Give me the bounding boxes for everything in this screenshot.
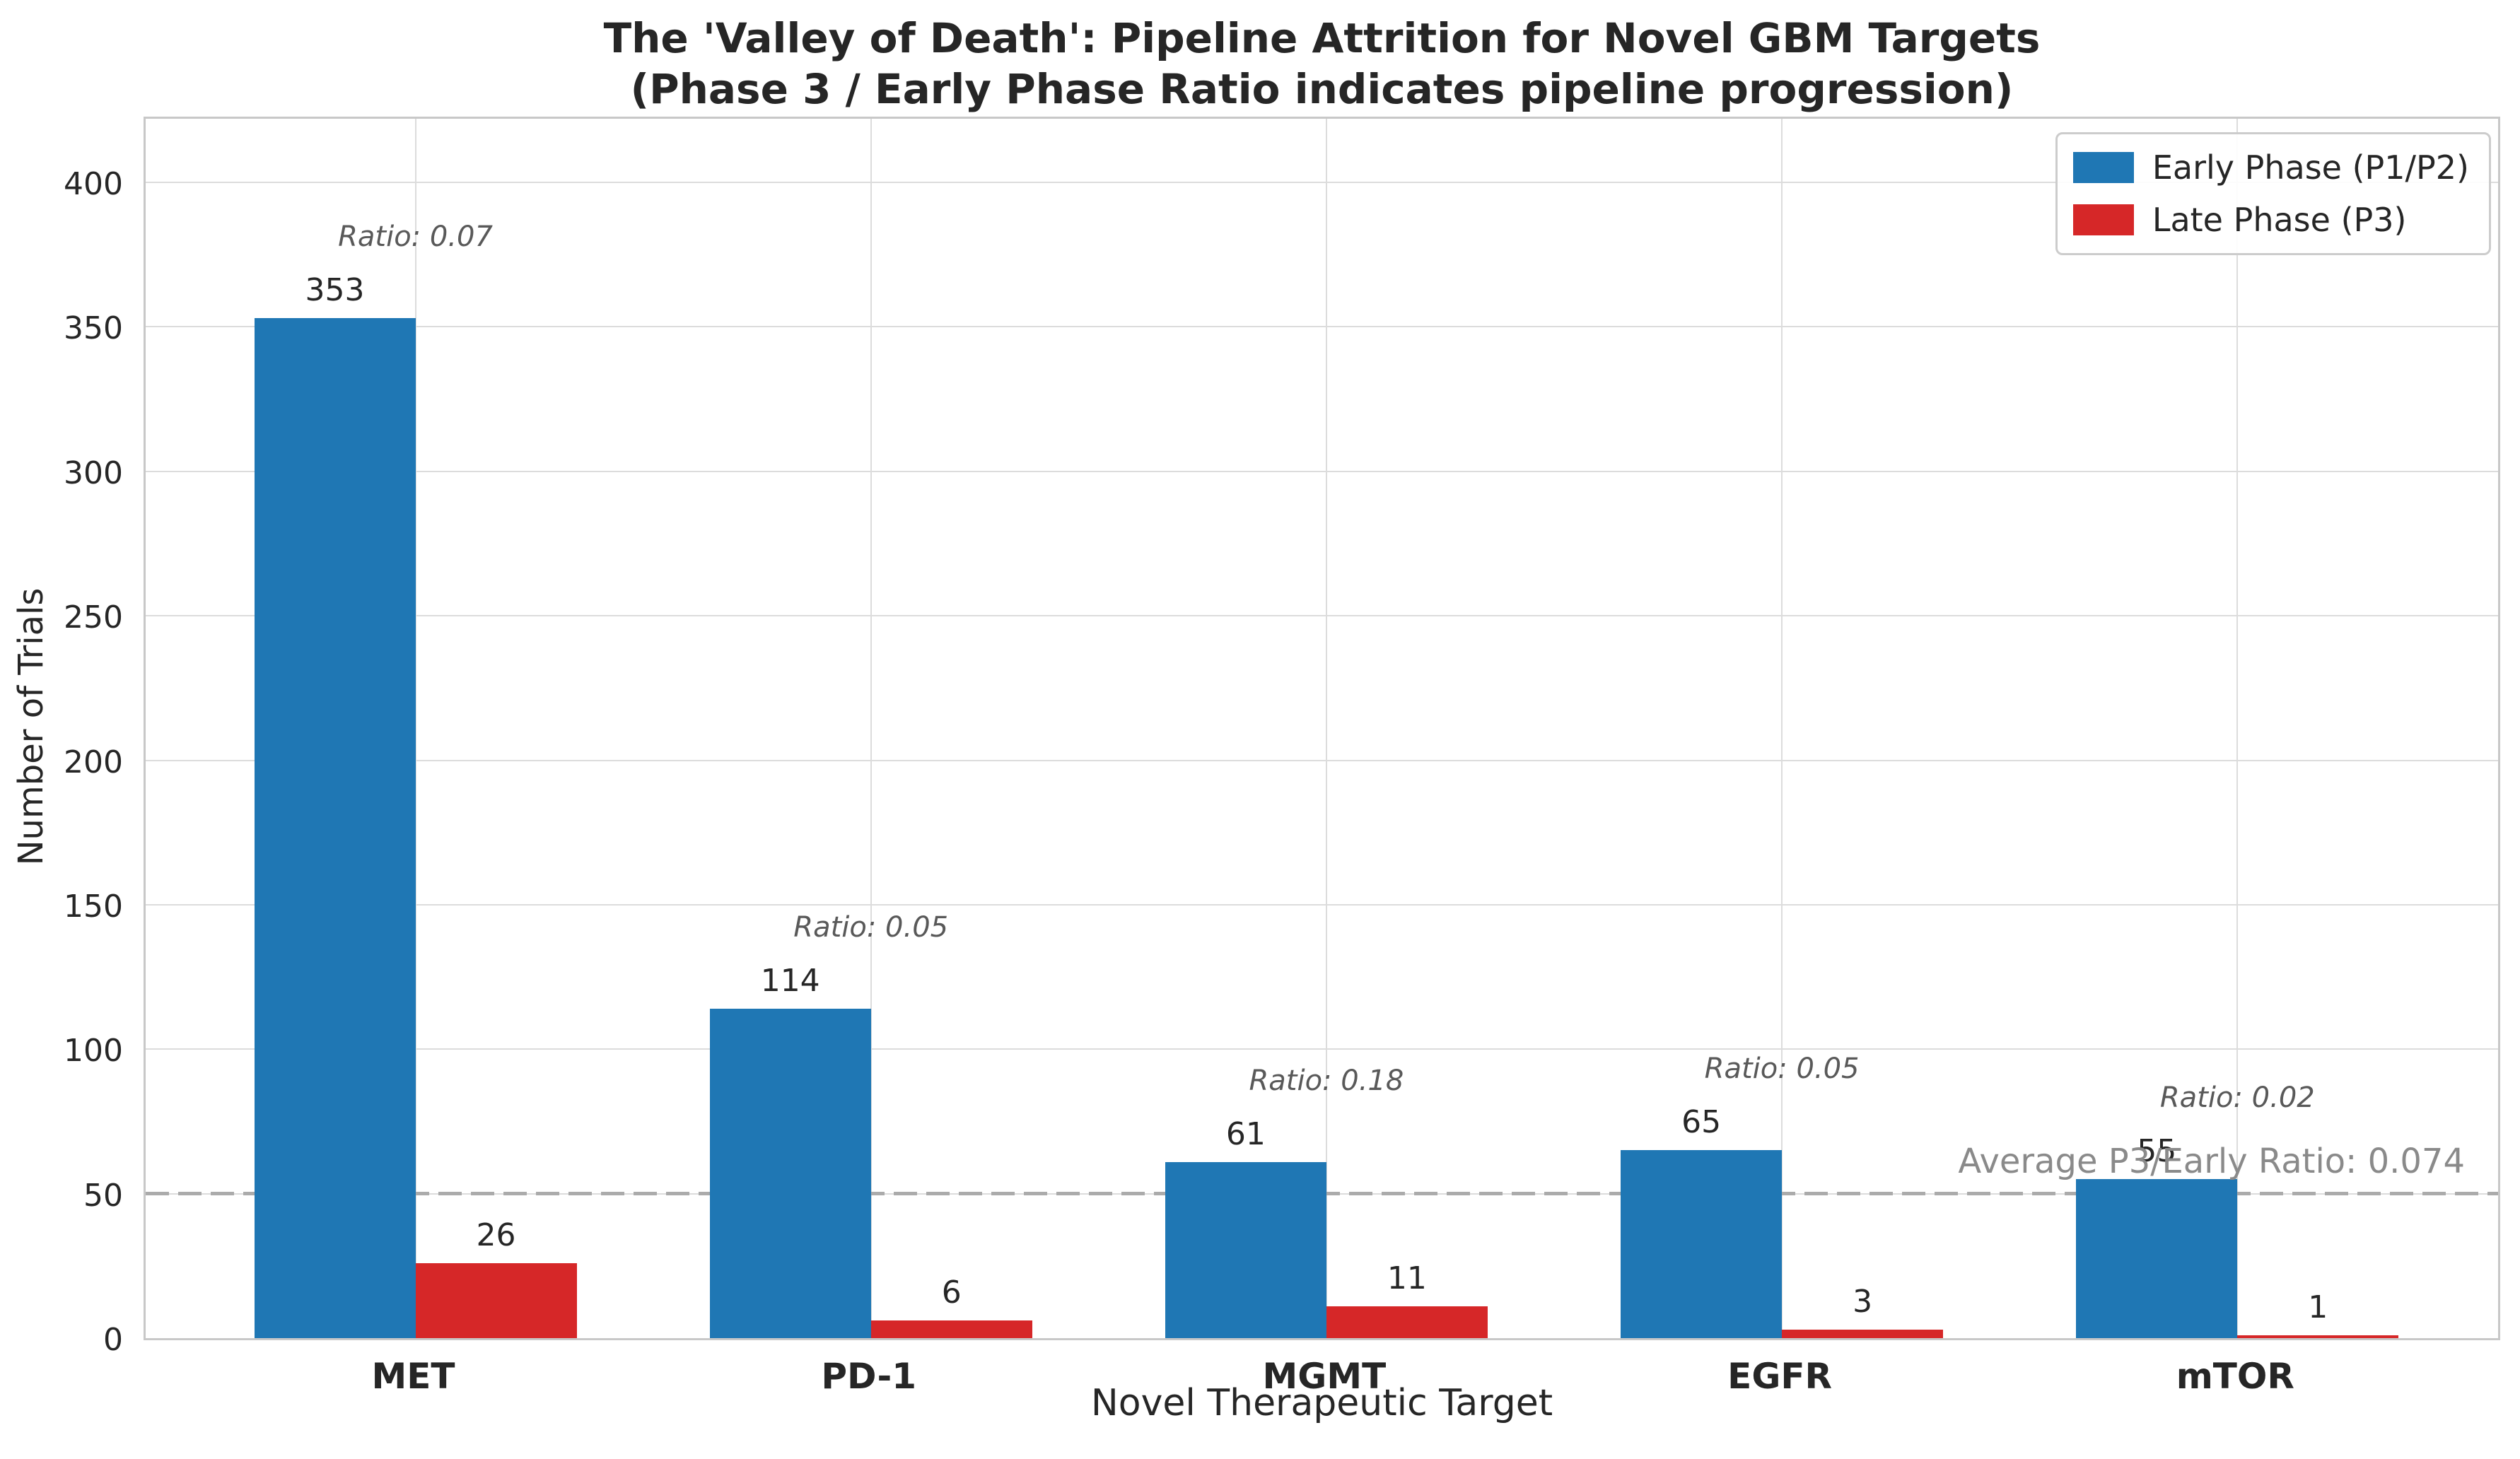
bar-early-mTOR: [2076, 1179, 2238, 1338]
ratio-annotation-PD-1: Ratio: 0.05: [793, 911, 949, 944]
value-label-late-MET: 26: [476, 1217, 516, 1253]
v-gridline-EGFR: [1781, 119, 1783, 1338]
chart-title-line2: (Phase 3 / Early Phase Ratio indicates p…: [630, 65, 2014, 113]
ratio-annotation-mTOR: Ratio: 0.02: [2159, 1082, 2315, 1115]
h-gridline-400: [146, 182, 2498, 184]
x-tick-label-PD-1: PD-1: [821, 1356, 916, 1397]
chart-title: The 'Valley of Death': Pipeline Attritio…: [144, 13, 2500, 115]
y-tick-label-100: 100: [64, 1033, 123, 1070]
y-tick-label-150: 150: [64, 888, 123, 925]
bar-late-MET: [415, 1262, 577, 1338]
y-tick-label-250: 250: [64, 599, 123, 636]
h-gridline-250: [146, 615, 2498, 617]
y-tick-label-350: 350: [64, 310, 123, 347]
legend-swatch-early-phase: [2072, 152, 2134, 183]
bar-late-mTOR: [2237, 1335, 2399, 1338]
bar-late-PD-1: [870, 1320, 1032, 1338]
value-label-late-PD-1: 6: [941, 1275, 962, 1311]
h-gridline-350: [146, 326, 2498, 328]
h-gridline-300: [146, 470, 2498, 472]
y-tick-label-300: 300: [64, 455, 123, 491]
y-tick-label-400: 400: [64, 166, 123, 203]
x-tick-label-mTOR: mTOR: [2176, 1356, 2294, 1397]
value-label-early-EGFR: 65: [1681, 1104, 1722, 1141]
x-tick-label-EGFR: EGFR: [1727, 1356, 1833, 1397]
value-label-early-mTOR: 55: [2137, 1133, 2177, 1170]
value-label-early-MET: 353: [305, 272, 365, 309]
legend: Early Phase (P1/P2) Late Phase (P3): [2055, 132, 2491, 255]
x-tick-label-MGMT: MGMT: [1262, 1356, 1387, 1397]
h-gridline-200: [146, 759, 2498, 761]
ratio-annotation-MET: Ratio: 0.07: [338, 221, 493, 254]
plot-area: 353 114 61 65 55 26 6 11 3 1 Ratio: 0.07 Ratio: 0.0…: [144, 117, 2500, 1340]
v-gridline-PD-1: [870, 119, 872, 1338]
bar-early-EGFR: [1621, 1150, 1783, 1338]
bar-late-MGMT: [1326, 1306, 1488, 1338]
y-tick-label-50: 50: [83, 1177, 123, 1214]
ratio-annotation-MGMT: Ratio: 0.18: [1249, 1064, 1404, 1097]
legend-item-late-phase: Late Phase (P3): [2072, 201, 2469, 239]
x-axis-label: Novel Therapeutic Target: [1090, 1382, 1553, 1424]
v-gridline-MET: [414, 119, 416, 1338]
legend-swatch-late-phase: [2072, 204, 2134, 235]
average-line-label: Average P3/Early Ratio: 0.074: [1958, 1141, 2465, 1181]
ratio-annotation-EGFR: Ratio: 0.05: [1704, 1053, 1860, 1086]
y-tick-label-200: 200: [64, 744, 123, 780]
value-label-early-MGMT: 61: [1225, 1115, 1266, 1152]
v-gridline-mTOR: [2236, 119, 2239, 1338]
value-label-late-EGFR: 3: [1853, 1283, 1873, 1320]
value-label-late-mTOR: 1: [2308, 1289, 2328, 1325]
chart-title-line1: The 'Valley of Death': Pipeline Attritio…: [603, 14, 2041, 62]
value-label-late-MGMT: 11: [1387, 1260, 1427, 1297]
h-gridline-100: [146, 1048, 2498, 1050]
value-label-early-PD-1: 114: [760, 963, 820, 1000]
x-tick-label-MET: MET: [371, 1356, 455, 1397]
bar-late-EGFR: [1782, 1329, 1944, 1338]
legend-label-late-phase: Late Phase (P3): [2152, 201, 2407, 239]
legend-item-early-phase: Early Phase (P1/P2): [2072, 148, 2469, 187]
bar-early-MGMT: [1165, 1161, 1326, 1338]
bar-early-MET: [254, 318, 416, 1338]
bar-early-PD-1: [709, 1009, 871, 1338]
y-axis-label: Number of Trials: [11, 587, 51, 866]
legend-label-early-phase: Early Phase (P1/P2): [2152, 148, 2469, 187]
v-gridline-MGMT: [1325, 119, 1327, 1338]
y-tick-label-0: 0: [103, 1322, 123, 1358]
h-gridline-150: [146, 903, 2498, 906]
